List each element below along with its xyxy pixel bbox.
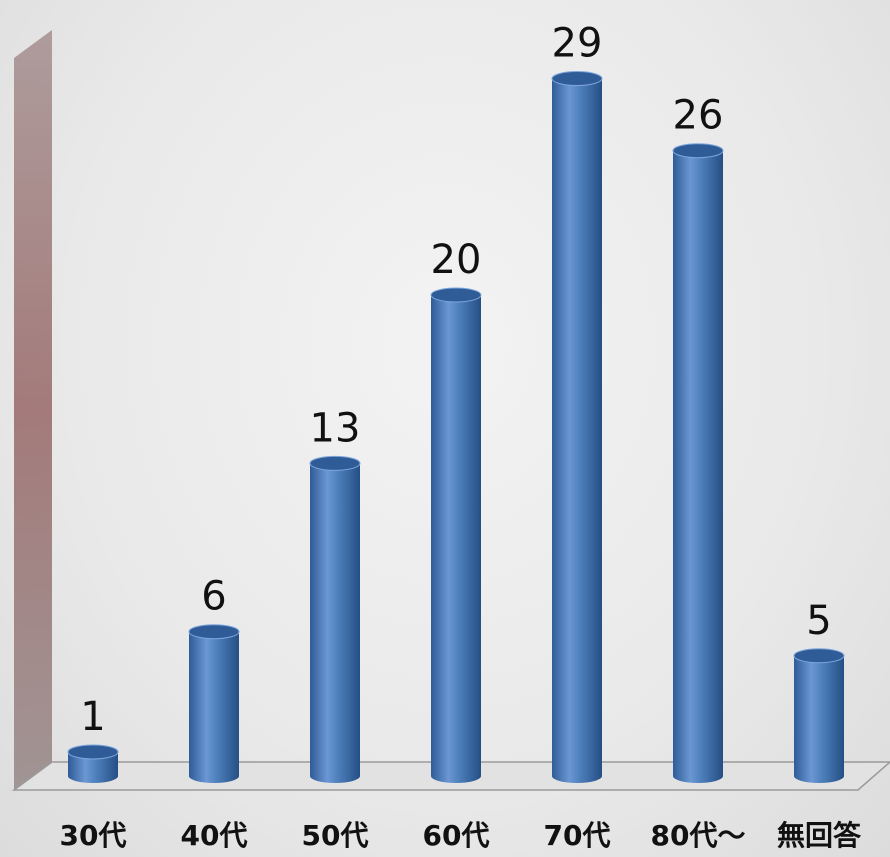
bar-top-cap xyxy=(309,455,361,471)
category-labels-layer: 30代 40代 50代 60代 70代 80代～ 無回答 xyxy=(60,819,862,852)
bar xyxy=(188,624,240,783)
bar-top-cap xyxy=(430,287,482,303)
category-label: 30代 xyxy=(60,819,127,852)
category-label: 60代 xyxy=(423,819,490,852)
bar-body xyxy=(68,751,118,783)
bar xyxy=(672,143,724,783)
bar-body xyxy=(310,463,360,783)
data-label: 20 xyxy=(431,237,482,283)
bar-body xyxy=(431,295,481,783)
bar-top-cap xyxy=(672,143,724,159)
bar xyxy=(551,71,603,784)
bar-top-cap xyxy=(551,71,603,87)
data-label: 13 xyxy=(310,405,361,451)
bar-top-cap xyxy=(188,624,240,640)
bars-layer xyxy=(67,71,845,784)
bar-top-cap xyxy=(793,648,845,664)
category-label: 無回答 xyxy=(777,819,862,852)
category-label: 40代 xyxy=(181,819,248,852)
bar-body xyxy=(189,631,239,783)
bar-top-cap xyxy=(67,744,119,760)
data-label: 6 xyxy=(201,574,226,620)
category-label: 80代～ xyxy=(651,819,746,852)
category-label: 50代 xyxy=(302,819,369,852)
chart-wall xyxy=(14,30,52,790)
data-label: 29 xyxy=(552,21,603,67)
bar xyxy=(430,287,482,783)
bar xyxy=(309,455,361,783)
bar-body xyxy=(673,150,723,783)
bar-body xyxy=(794,655,844,783)
data-label: 26 xyxy=(673,93,724,139)
bar xyxy=(793,648,845,783)
bar-body xyxy=(552,78,602,784)
data-label: 1 xyxy=(80,694,105,740)
data-labels-layer: 1 6 13 20 29 26 5 xyxy=(80,21,831,740)
bar xyxy=(67,744,119,783)
data-label: 5 xyxy=(806,598,831,644)
category-label: 70代 xyxy=(544,819,611,852)
